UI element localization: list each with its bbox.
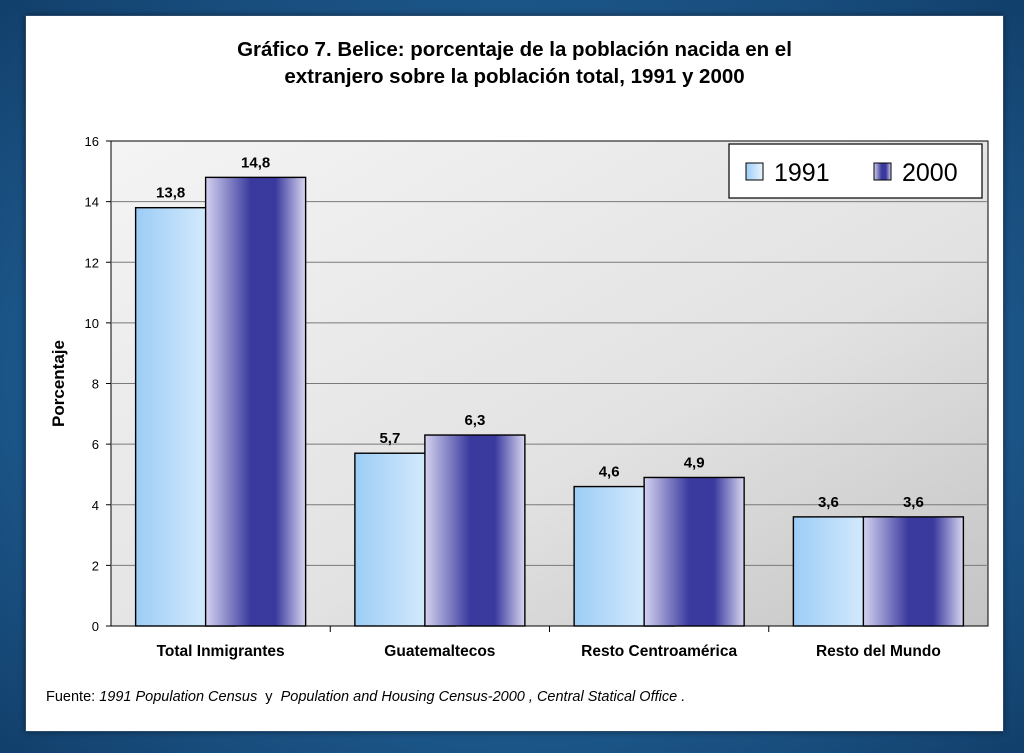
- bar-2000: [424, 434, 526, 627]
- y-tick-label: 6: [92, 437, 99, 452]
- y-tick-label: 16: [85, 134, 99, 149]
- data-label: 13,8: [156, 185, 185, 202]
- data-label: 4,9: [684, 454, 705, 471]
- legend-swatch-2000: [873, 162, 892, 181]
- legend-swatch-1991: [745, 162, 764, 181]
- bar-chart: 0 2 4 6 8 10 12 14 16 Porcentaje Total Inmigrantes…: [49, 134, 989, 660]
- y-tick-label: 0: [92, 619, 99, 634]
- chart-title-line-2: extranjero sobre la población total, 199…: [284, 65, 745, 88]
- source-office: , Central Statical Office .: [524, 689, 686, 705]
- bar-2000: [862, 516, 965, 627]
- bar-2000: [643, 476, 745, 627]
- data-label: 5,7: [379, 430, 400, 447]
- y-tick-label: 4: [92, 498, 99, 513]
- legend-label-2000: 2000: [902, 159, 958, 187]
- x-tick-label: Guatemaltecos: [384, 643, 495, 660]
- source-connector: y: [257, 689, 281, 705]
- legend-box: [728, 143, 983, 199]
- legend-label-1991: 1991: [774, 159, 830, 187]
- source-census-2000: Population and Housing Census-2000: [280, 689, 525, 705]
- data-label: 4,6: [599, 464, 620, 481]
- chart-title-line-1: Gráfico 7. Belice: porcentaje de la pobl…: [237, 38, 792, 61]
- data-label: 6,3: [464, 412, 485, 429]
- y-tick-label: 2: [92, 558, 99, 573]
- data-label: 3,6: [903, 494, 924, 511]
- y-tick-label: 10: [85, 316, 99, 331]
- y-tick-label: 12: [85, 255, 99, 270]
- source-prefix: Fuente:: [46, 689, 100, 705]
- chart-title: Gráfico 7. Belice: porcentaje de la pobl…: [26, 36, 1003, 90]
- bar-2000: [204, 176, 307, 627]
- source-note: Fuente: 1991 Population Census y Populat…: [46, 689, 986, 705]
- chart-panel: Gráfico 7. Belice: porcentaje de la pobl…: [25, 15, 1004, 732]
- data-label: 3,6: [818, 494, 839, 511]
- x-tick-label: Resto del Mundo: [816, 643, 941, 660]
- y-tick-label: 8: [92, 377, 99, 392]
- y-axis-label: Porcentaje: [49, 340, 68, 427]
- x-tick-label: Total Inmigrantes: [157, 643, 285, 660]
- source-census-1991: 1991 Population Census: [99, 689, 258, 705]
- x-tick-label: Resto Centroamérica: [581, 643, 737, 660]
- data-label: 14,8: [241, 154, 270, 171]
- y-tick-label: 14: [85, 195, 99, 210]
